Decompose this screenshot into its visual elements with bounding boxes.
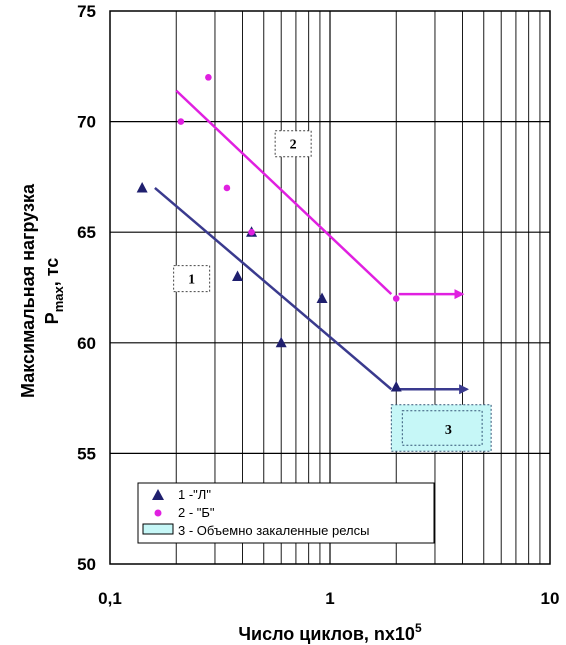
annotation-box bbox=[274, 130, 312, 158]
x-tick-label: 0,1 bbox=[98, 589, 122, 608]
annotation-layer: 1 2 3 bbox=[173, 130, 452, 438]
y-axis-title-subscript: max bbox=[51, 286, 66, 313]
region-box-inner bbox=[401, 410, 483, 446]
y-axis-title-line1: Максимальная нагрузка bbox=[18, 183, 38, 398]
y-axis-title-unit: , тс bbox=[42, 258, 62, 287]
y-tick-label: 75 bbox=[77, 2, 96, 21]
y-axis-title: Максимальная нагрузка Pmax, тс bbox=[18, 183, 66, 398]
trend-line-series-2 bbox=[175, 89, 393, 296]
data-point-series-1 bbox=[275, 336, 287, 348]
legend-label-series-3: 3 - Объемно закаленные релсы bbox=[178, 523, 369, 538]
marker-layer bbox=[136, 74, 402, 392]
x-tick-label: 1 bbox=[325, 589, 334, 608]
x-tick-labels: 0,1 1 10 bbox=[98, 589, 559, 608]
trend-layer bbox=[154, 89, 470, 395]
data-point-series-1 bbox=[232, 270, 244, 281]
y-axis-title-symbol: P bbox=[42, 312, 62, 324]
annotation-label: 3 bbox=[445, 423, 452, 438]
region-box-outer bbox=[390, 404, 492, 452]
y-tick-label: 50 bbox=[77, 555, 96, 574]
data-point-series-2 bbox=[177, 118, 185, 125]
y-tick-label: 65 bbox=[77, 223, 96, 242]
legend-marker-series-1 bbox=[152, 489, 164, 500]
data-point-series-1 bbox=[316, 292, 328, 304]
annotation-label: 1 bbox=[188, 273, 195, 288]
y-tick-label: 55 bbox=[77, 444, 96, 463]
data-point-series-1 bbox=[390, 381, 402, 392]
legend-label-series-2: 2 - "Б" bbox=[178, 505, 215, 520]
legend: 1 -"Л" 2 - "Б" 3 - Объемно закаленные ре… bbox=[137, 482, 435, 544]
plot-frame bbox=[109, 10, 551, 565]
legend-marker-series-3 bbox=[142, 523, 174, 535]
y-tick-labels: 50 55 60 65 70 75 bbox=[77, 2, 96, 574]
data-point-series-2 bbox=[248, 228, 255, 236]
legend-box bbox=[137, 482, 435, 544]
x-axis-title: Число циклов, nx105 bbox=[238, 621, 422, 644]
y-tick-label: 60 bbox=[77, 334, 96, 353]
trend-line-series-1 bbox=[154, 187, 393, 391]
annotation-label: 2 bbox=[290, 138, 297, 153]
region-layer bbox=[390, 404, 492, 452]
legend-label-series-1: 1 -"Л" bbox=[178, 487, 211, 502]
y-axis-title-line2: Pmax, тс bbox=[42, 258, 66, 325]
annotation-box bbox=[173, 265, 211, 293]
x-tick-label: 10 bbox=[541, 589, 560, 608]
y-tick-label: 70 bbox=[77, 113, 96, 132]
data-point-series-2 bbox=[223, 184, 231, 192]
x-axis-title-superscript: 5 bbox=[415, 621, 422, 635]
data-point-series-2 bbox=[392, 295, 400, 302]
data-point-series-2 bbox=[205, 74, 212, 81]
data-point-series-1 bbox=[136, 181, 148, 193]
x-axis-title-text: Число циклов, nx10 bbox=[238, 624, 415, 644]
grid-minor bbox=[175, 11, 541, 564]
legend-marker-series-2 bbox=[154, 509, 162, 517]
